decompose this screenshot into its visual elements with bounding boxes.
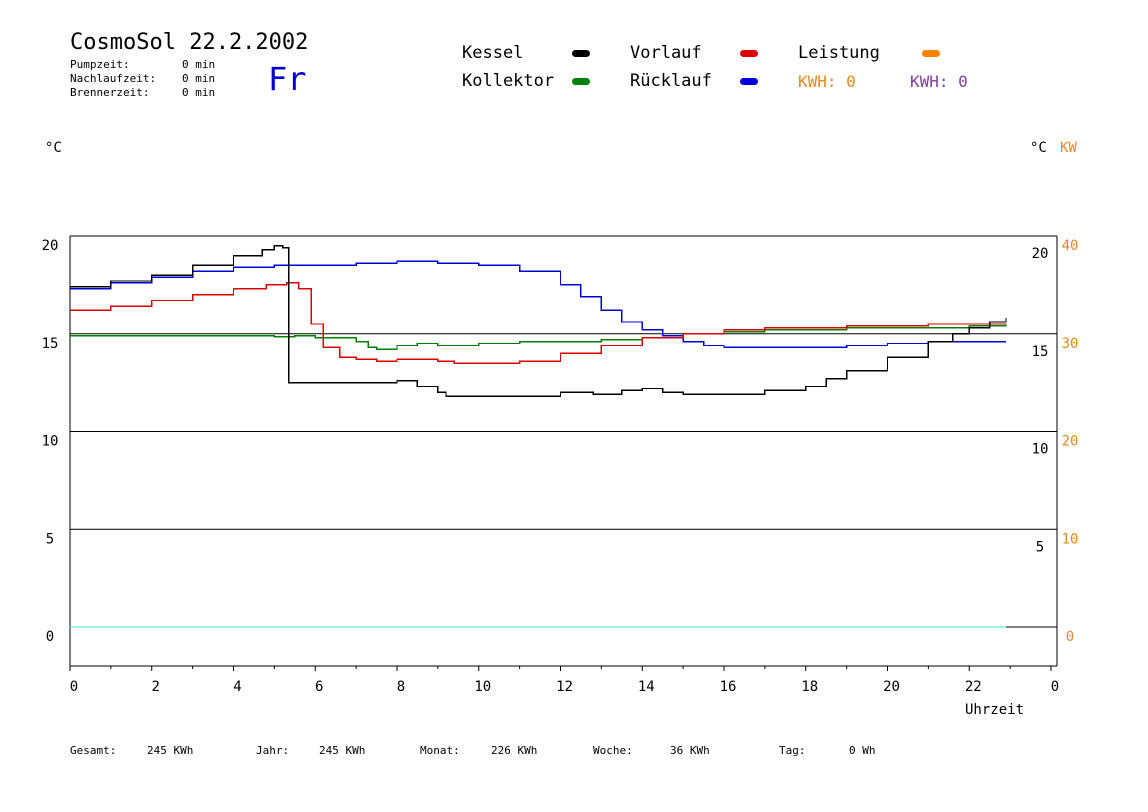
x-tick-label: 18 bbox=[801, 679, 818, 695]
legend-ruecklauf-label: Rücklauf bbox=[630, 71, 712, 91]
legend-leistung-label: Leistung bbox=[798, 43, 880, 63]
kwh-value-1: KWH: 0 bbox=[798, 72, 856, 91]
y-tick-label-right-c: 15 bbox=[1032, 344, 1049, 360]
pumpzeit-label: Pumpzeit: bbox=[70, 58, 130, 71]
series-kollektor-line bbox=[70, 324, 1007, 351]
weekday-label: Fr bbox=[268, 60, 307, 98]
x-axis-label: Uhrzeit bbox=[965, 702, 1025, 718]
x-tick-label: 14 bbox=[638, 679, 655, 695]
y-tick-label-right-c: 10 bbox=[1032, 442, 1049, 458]
y-tick-label-right-c: 20 bbox=[1032, 246, 1049, 262]
legend-kollektor-swatch bbox=[572, 78, 590, 85]
legend-kessel-label: Kessel bbox=[462, 43, 524, 63]
x-tick-label: 4 bbox=[233, 679, 241, 695]
series-ruecklauf-line bbox=[70, 260, 1006, 349]
series-kessel-line bbox=[70, 245, 1007, 397]
footer-tag-value: 0 Wh bbox=[849, 744, 876, 757]
footer-jahr-label: Jahr: bbox=[256, 744, 290, 757]
kwh-value-2: KWH: 0 bbox=[910, 72, 968, 91]
footer-gesamt-value: 245 KWh bbox=[147, 744, 194, 757]
right-axis-unit-c: °C bbox=[1030, 140, 1047, 156]
footer-gesamt-label: Gesamt: bbox=[70, 744, 117, 757]
footer-tag-label: Tag: bbox=[779, 744, 806, 757]
x-tick-label: 10 bbox=[474, 679, 491, 695]
x-tick-label: 22 bbox=[965, 679, 982, 695]
y-tick-label-right-kw: 20 bbox=[1062, 434, 1079, 450]
x-tick-label: 2 bbox=[152, 679, 160, 695]
y-tick-label-left: 20 bbox=[42, 238, 59, 254]
y-tick-label-right-kw: 40 bbox=[1062, 238, 1079, 254]
legend-kessel-swatch bbox=[572, 50, 590, 57]
y-tick-label-left: 10 bbox=[42, 434, 59, 450]
x-tick-label: 12 bbox=[556, 679, 573, 695]
left-axis-unit: °C bbox=[45, 140, 62, 156]
nachlaufzeit-label: Nachlaufzeit: bbox=[70, 72, 157, 85]
x-tick-label: 0 bbox=[70, 679, 78, 695]
legend-kollektor-label: Kollektor bbox=[462, 71, 555, 91]
x-tick-label: 8 bbox=[397, 679, 405, 695]
footer-woche-value: 36 KWh bbox=[670, 744, 710, 757]
x-tick-label: 16 bbox=[720, 679, 737, 695]
x-tick-label: 6 bbox=[315, 679, 323, 695]
y-tick-label-left: 5 bbox=[46, 531, 54, 547]
pumpzeit-value: 0 min bbox=[182, 58, 216, 71]
right-axis-unit-kw: KW bbox=[1060, 140, 1077, 156]
footer-jahr-value: 245 KWh bbox=[319, 744, 366, 757]
brennerzeit-label: Brennerzeit: bbox=[70, 86, 150, 99]
x-tick-label: 0 bbox=[1051, 679, 1059, 695]
y-tick-label-right-kw: 0 bbox=[1066, 629, 1074, 645]
series-vorlauf-line bbox=[70, 282, 1006, 364]
legend-ruecklauf-swatch bbox=[740, 78, 758, 85]
y-tick-label-right-kw: 10 bbox=[1062, 531, 1079, 547]
nachlaufzeit-value: 0 min bbox=[182, 72, 216, 85]
legend-vorlauf-swatch bbox=[740, 50, 758, 57]
footer-monat-label: Monat: bbox=[420, 744, 460, 757]
chart-title: CosmoSol 22.2.2002 bbox=[70, 30, 309, 55]
x-tick-label: 20 bbox=[883, 679, 900, 695]
legend-leistung-swatch bbox=[922, 50, 940, 57]
y-tick-label-left: 0 bbox=[46, 629, 54, 645]
brennerzeit-value: 0 min bbox=[182, 86, 216, 99]
footer-monat-value: 226 KWh bbox=[491, 744, 538, 757]
legend-vorlauf-label: Vorlauf bbox=[630, 43, 702, 63]
y-tick-label-left: 15 bbox=[42, 336, 59, 352]
y-tick-label-right-c: 5 bbox=[1036, 539, 1044, 555]
y-tick-label-right-kw: 30 bbox=[1062, 336, 1079, 352]
footer-woche-label: Woche: bbox=[593, 744, 633, 757]
